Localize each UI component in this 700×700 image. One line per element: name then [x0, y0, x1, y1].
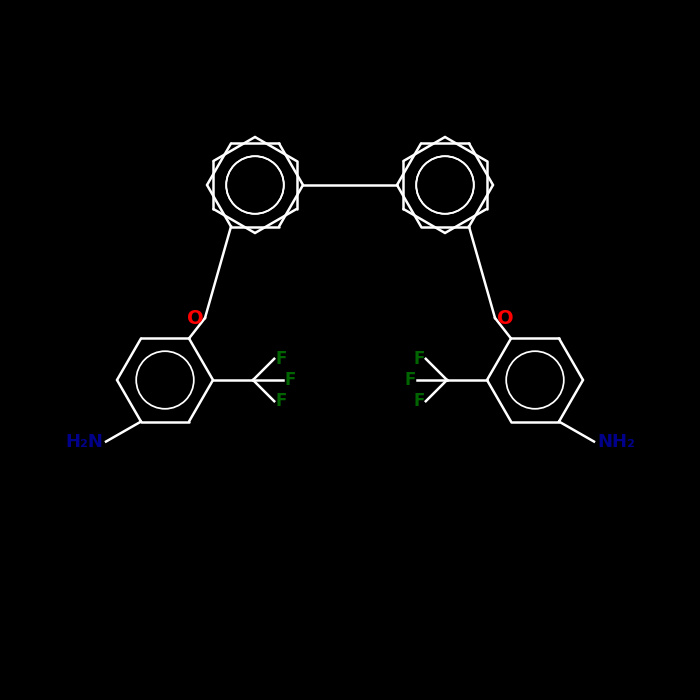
Text: F: F [276, 350, 287, 368]
Text: H₂N: H₂N [65, 433, 103, 451]
Text: F: F [413, 350, 424, 368]
Text: F: F [276, 392, 287, 410]
Text: O: O [497, 309, 513, 328]
Text: O: O [187, 309, 203, 328]
Text: NH₂: NH₂ [597, 433, 635, 451]
Text: F: F [405, 371, 416, 389]
Text: F: F [413, 392, 424, 410]
Text: F: F [284, 371, 295, 389]
